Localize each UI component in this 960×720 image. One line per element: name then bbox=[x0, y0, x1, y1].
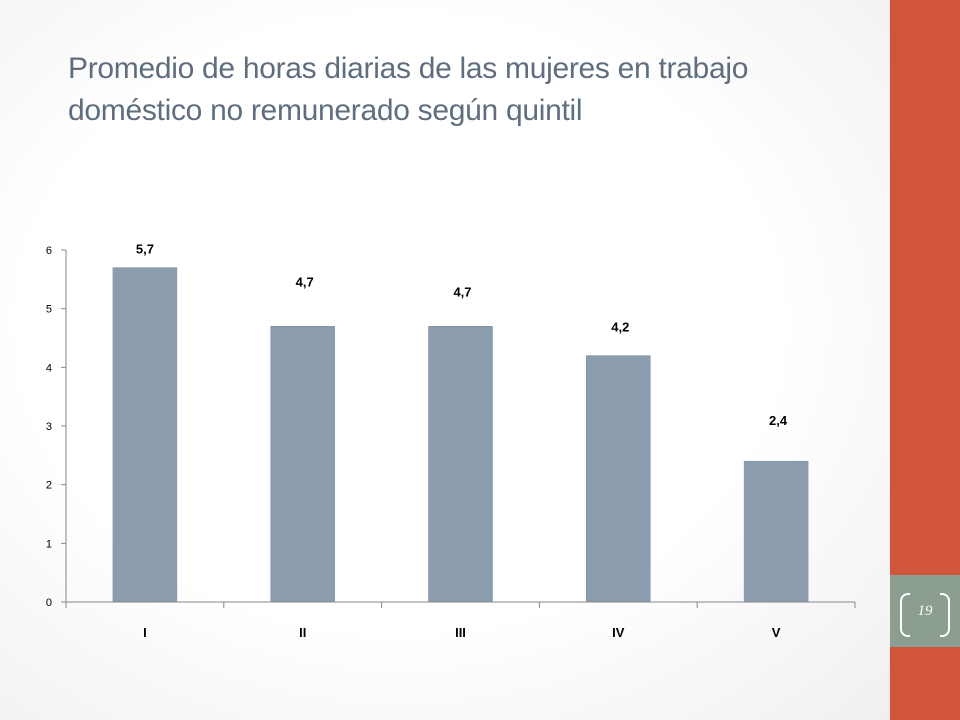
data-label: 4,2 bbox=[611, 320, 629, 335]
y-tick-label: 5 bbox=[46, 304, 52, 316]
axes-group bbox=[65, 250, 855, 603]
data-label: 2,4 bbox=[769, 413, 788, 428]
bar bbox=[270, 326, 335, 603]
data-label: 4,7 bbox=[453, 284, 471, 299]
bar bbox=[743, 460, 809, 603]
y-tick-label: 6 bbox=[46, 245, 52, 257]
x-tick-label: III bbox=[455, 625, 466, 640]
bar bbox=[112, 267, 178, 603]
data-label: 5,7 bbox=[136, 242, 154, 257]
y-tick-label: 1 bbox=[46, 538, 52, 550]
bracket-right-decoration bbox=[940, 593, 950, 637]
y-tick-label: 2 bbox=[46, 480, 52, 492]
y-axis-ticks: 0 1 2 3 4 5 6 bbox=[46, 245, 66, 609]
slide-title: Promedio de horas diarias de las mujeres… bbox=[68, 52, 749, 127]
data-label: 4,7 bbox=[296, 274, 314, 289]
x-tick-label: II bbox=[299, 625, 306, 640]
y-tick-label: 0 bbox=[46, 597, 52, 609]
bar bbox=[428, 326, 493, 603]
x-tick-label: IV bbox=[612, 625, 625, 640]
x-tick-label: V bbox=[772, 625, 781, 640]
data-labels-group: 5,7 4,7 4,7 4,2 2,4 bbox=[136, 242, 788, 429]
x-axis-ticks: I II III IV V bbox=[65, 602, 856, 640]
page-number-badge: 19 bbox=[890, 575, 960, 647]
x-tick-label: I bbox=[143, 625, 147, 640]
bars-group bbox=[112, 267, 809, 603]
page-number: 19 bbox=[917, 603, 933, 619]
bar bbox=[586, 355, 651, 603]
y-tick-label: 4 bbox=[46, 362, 52, 374]
bracket-left-decoration bbox=[900, 593, 910, 637]
y-tick-label: 3 bbox=[46, 421, 52, 433]
